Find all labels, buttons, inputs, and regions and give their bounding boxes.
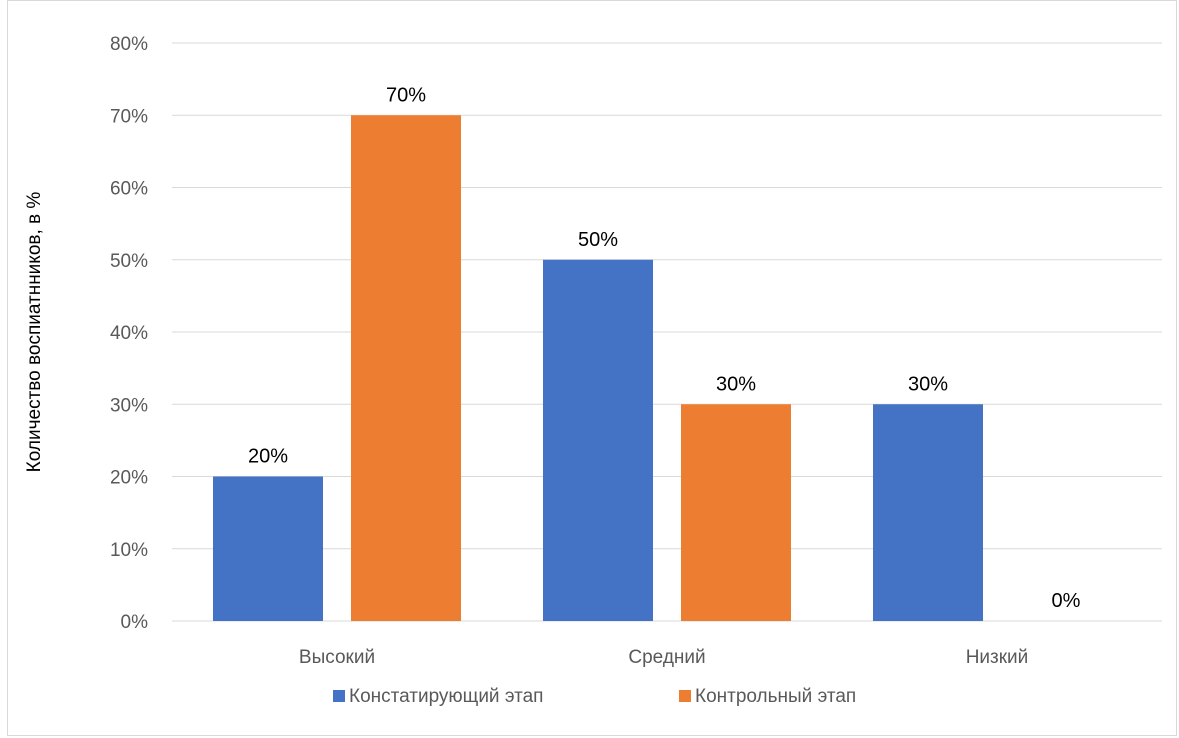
gridlines	[172, 42, 1162, 622]
x-category-label: Низкий	[966, 647, 1029, 668]
y-tick-label: 30%	[110, 395, 148, 416]
bar	[681, 404, 791, 621]
bar	[213, 476, 323, 621]
data-label: 50%	[578, 229, 618, 251]
data-label: 0%	[1052, 590, 1081, 612]
legend-swatch	[333, 690, 345, 702]
x-category-label: Средний	[628, 647, 705, 668]
data-label: 20%	[248, 446, 288, 468]
x-category-label: Высокий	[299, 647, 375, 668]
data-label: 30%	[908, 373, 948, 395]
y-tick-label: 70%	[110, 106, 148, 127]
y-axis-label: Количество воспиатнников, в %	[24, 192, 45, 473]
legend-swatch	[679, 690, 691, 702]
y-tick-label: 60%	[110, 179, 148, 200]
x-axis-categories: Высокий Средний Низкий	[299, 647, 1028, 668]
data-label: 70%	[386, 84, 426, 106]
bars	[213, 115, 983, 621]
y-axis-ticks: 0% 10% 20% 30% 40% 50% 60% 70% 80%	[110, 34, 148, 633]
bar	[543, 259, 653, 621]
y-tick-label: 80%	[110, 34, 148, 55]
legend: Констатирующий этап Контрольный этап	[333, 686, 856, 707]
data-label: 30%	[716, 373, 756, 395]
legend-label: Контрольный этап	[695, 686, 856, 707]
y-tick-label: 40%	[110, 323, 148, 344]
bar	[873, 404, 983, 621]
data-labels: 20% 70% 50% 30% 30% 0%	[248, 84, 1081, 612]
bar	[351, 115, 461, 621]
legend-label: Констатирующий этап	[349, 686, 543, 707]
y-tick-label: 10%	[110, 540, 148, 561]
y-tick-label: 0%	[121, 612, 149, 633]
y-tick-label: 50%	[110, 251, 148, 272]
y-tick-label: 20%	[110, 468, 148, 489]
